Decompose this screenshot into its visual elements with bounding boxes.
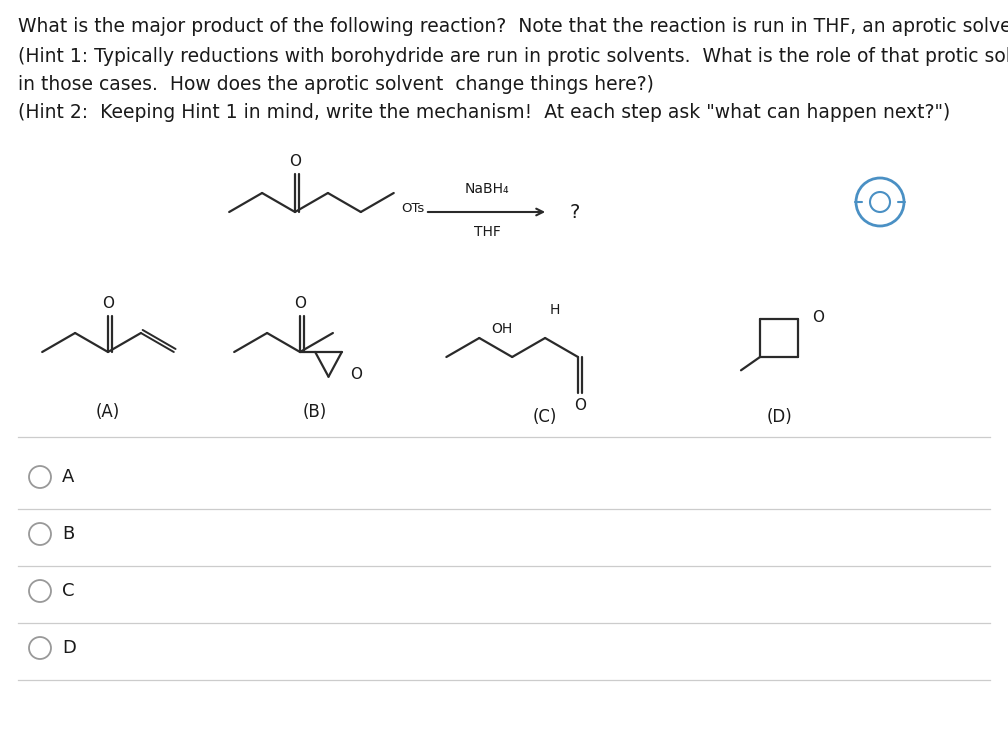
Text: (D): (D) bbox=[767, 408, 793, 426]
Text: O: O bbox=[294, 297, 306, 311]
Text: O: O bbox=[574, 397, 586, 412]
Text: NaBH₄: NaBH₄ bbox=[465, 182, 509, 196]
Text: ?: ? bbox=[570, 202, 581, 222]
Text: B: B bbox=[62, 525, 75, 543]
Text: (C): (C) bbox=[533, 408, 557, 426]
Text: (Hint 1: Typically reductions with borohydride are run in protic solvents.  What: (Hint 1: Typically reductions with boroh… bbox=[18, 47, 1008, 66]
Text: in those cases.  How does the aprotic solvent  change things here?): in those cases. How does the aprotic sol… bbox=[18, 75, 654, 94]
Text: OTs: OTs bbox=[402, 202, 425, 215]
Text: OH: OH bbox=[492, 322, 513, 336]
Text: D: D bbox=[62, 639, 76, 657]
Text: O: O bbox=[289, 155, 301, 170]
Text: O: O bbox=[812, 309, 824, 324]
Text: A: A bbox=[62, 468, 75, 486]
Text: O: O bbox=[350, 368, 362, 382]
Text: (A): (A) bbox=[96, 403, 120, 421]
Text: C: C bbox=[62, 582, 75, 600]
Text: (Hint 2:  Keeping Hint 1 in mind, write the mechanism!  At each step ask "what c: (Hint 2: Keeping Hint 1 in mind, write t… bbox=[18, 103, 951, 122]
Text: O: O bbox=[102, 297, 114, 311]
Text: (B): (B) bbox=[302, 403, 328, 421]
Text: H: H bbox=[550, 303, 560, 317]
Text: THF: THF bbox=[474, 225, 500, 239]
Text: What is the major product of the following reaction?  Note that the reaction is : What is the major product of the followi… bbox=[18, 17, 1008, 36]
